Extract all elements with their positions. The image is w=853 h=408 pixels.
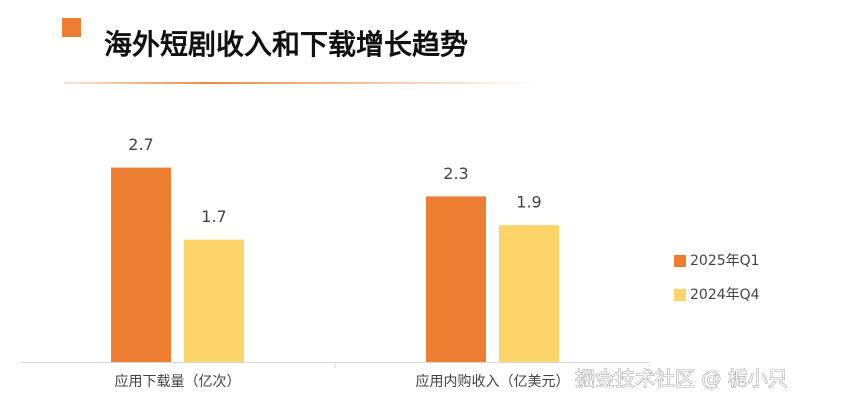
- legend-swatch: [674, 289, 686, 301]
- bar: [111, 167, 171, 362]
- legend-label: 2024年Q4: [690, 287, 760, 303]
- data-label: 2.3: [443, 164, 468, 183]
- title-marker: [62, 18, 81, 37]
- x-tick-label: 应用下载量（亿次）: [115, 373, 241, 390]
- chart-title: 海外短剧收入和下载增长趋势: [104, 28, 468, 61]
- watermark: 掘金技术社区 @ 栀小只: [575, 367, 788, 391]
- bar: [499, 225, 559, 362]
- x-tick-label: 应用内购收入（亿美元）: [416, 373, 570, 390]
- legend-swatch: [674, 255, 686, 267]
- data-label: 2.7: [128, 135, 153, 154]
- bar: [184, 239, 244, 362]
- bar: [426, 196, 486, 362]
- data-label: 1.9: [516, 193, 541, 212]
- legend-label: 2025年Q1: [690, 253, 760, 269]
- data-label: 1.7: [201, 207, 226, 226]
- title-rule: [64, 82, 544, 84]
